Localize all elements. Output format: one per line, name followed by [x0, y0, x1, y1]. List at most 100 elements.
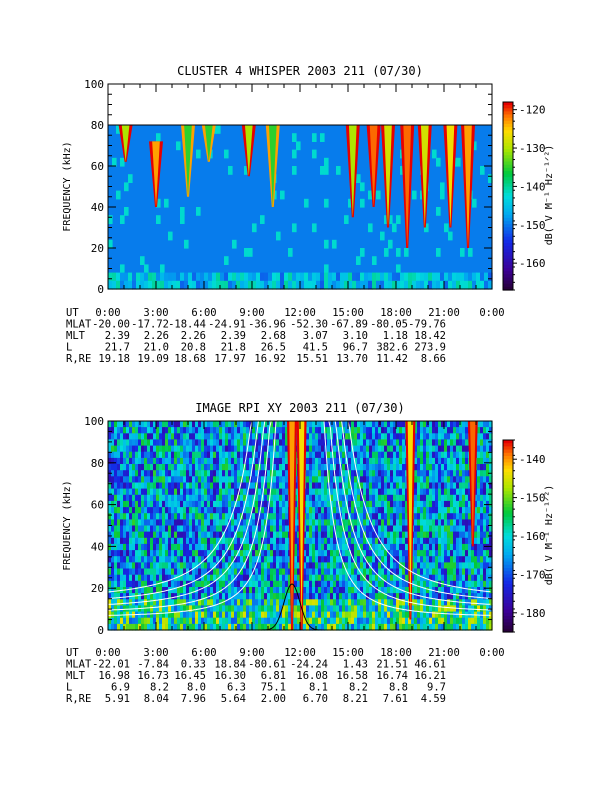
spectrogram-cell — [300, 272, 305, 282]
spectrogram-cell — [210, 580, 214, 588]
spectrogram-cell — [351, 543, 355, 551]
spectrogram-cell — [448, 231, 453, 241]
spectrogram-cell — [435, 611, 439, 619]
spectrogram-cell — [327, 421, 331, 428]
spectrogram-cell — [174, 513, 178, 520]
spectrogram-cell — [396, 457, 400, 465]
spectrogram-cell — [282, 543, 286, 551]
spectrogram-cell — [189, 537, 193, 545]
spectrogram-cell — [309, 439, 313, 447]
spectrogram-cell — [309, 574, 313, 582]
spectrogram-cell — [477, 476, 481, 483]
spectrogram-cell — [276, 550, 280, 557]
spectrogram-cell — [184, 239, 189, 249]
spectrogram-cell — [315, 457, 319, 465]
spectrogram-cell — [420, 421, 424, 428]
spectrogram-cell — [315, 574, 319, 582]
spectrogram-cell — [348, 605, 352, 613]
spectrogram-cell — [435, 507, 439, 514]
spectrogram-cell — [198, 494, 202, 502]
spectrogram-cell — [297, 599, 301, 606]
spectrogram-cell — [237, 476, 241, 483]
spectrogram-cell — [477, 525, 481, 533]
spectrogram-cell — [441, 470, 445, 477]
spectrogram-cell — [111, 562, 115, 570]
spectrogram-cell — [144, 513, 148, 520]
spectrogram-cell — [108, 451, 112, 459]
spectrogram-cell — [315, 482, 319, 490]
burst — [244, 125, 253, 177]
spectrogram-cell — [186, 470, 190, 477]
spectrogram-cell — [147, 494, 151, 502]
spectrogram-cell — [249, 611, 253, 619]
spectrogram-cell — [225, 537, 229, 545]
spectrogram-cell — [108, 531, 112, 539]
spectrogram-cell — [231, 494, 235, 502]
spectrogram-cell — [381, 433, 385, 440]
spectrogram-cell — [342, 556, 346, 563]
spectrogram-cell — [486, 587, 490, 594]
spectrogram-cell — [405, 617, 409, 625]
spectrogram-cell — [180, 482, 184, 490]
spectrogram-cell — [459, 574, 463, 582]
spectrogram-cell — [384, 531, 388, 539]
spectrogram-cell — [159, 574, 163, 582]
spectrogram-cell — [456, 457, 460, 465]
spectrogram-cell — [444, 593, 448, 600]
spectrogram-cell — [168, 421, 172, 428]
spectrogram-cell — [388, 280, 393, 290]
spectrogram-cell — [177, 623, 181, 631]
spectrogram-cell — [261, 550, 265, 557]
spectrogram-cell — [270, 580, 274, 588]
spectrogram-cell — [225, 488, 229, 496]
spectrogram-cell — [474, 556, 478, 563]
spectrogram-cell — [117, 623, 121, 631]
spectrogram-cell — [183, 476, 187, 483]
spectrogram-cell — [162, 500, 166, 508]
spectrogram-cell — [402, 550, 406, 557]
spectrogram-cell — [348, 587, 352, 594]
spectrogram-cell — [273, 605, 277, 613]
spectrogram-cell — [240, 574, 244, 582]
spectrogram-cell — [303, 543, 307, 551]
spectrogram-cell — [364, 272, 369, 282]
spectrogram-cell — [196, 149, 201, 159]
spectrogram-cell — [246, 562, 250, 570]
spectrogram-cell — [360, 611, 364, 619]
spectrogram-cell — [150, 574, 154, 582]
spectrogram-cell — [483, 550, 487, 557]
spectrogram-cell — [375, 488, 379, 496]
spectrogram-cell — [234, 599, 238, 606]
spectrogram-cell — [207, 543, 211, 551]
spectrogram-cell — [207, 513, 211, 520]
spectrogram-cell — [375, 421, 379, 428]
spectrogram-cell — [432, 519, 436, 527]
colorbar-cell — [503, 249, 513, 253]
spectrogram-cell — [126, 617, 130, 625]
spectrogram-cell — [393, 580, 397, 588]
spectrogram-cell — [387, 531, 391, 539]
spectrogram-cell — [234, 470, 238, 477]
colorbar-cell — [503, 264, 513, 269]
spectrogram-cell — [144, 519, 148, 527]
spectrogram-cell — [375, 427, 379, 434]
spectrogram-cell — [435, 433, 439, 440]
spectrogram-cell — [246, 470, 250, 477]
spectrogram-cell — [306, 543, 310, 551]
spectrogram-cell — [360, 507, 364, 514]
spectrogram-cell — [369, 605, 373, 613]
spectrogram-cell — [393, 574, 397, 582]
spectrogram-cell — [339, 574, 343, 582]
spectrogram-cell — [428, 272, 433, 282]
spectrogram-cell — [171, 599, 175, 606]
spectrogram-cell — [108, 617, 112, 625]
spectrogram-cell — [441, 587, 445, 594]
spectrogram-cell — [208, 272, 213, 282]
spectrogram-cell — [351, 599, 355, 606]
spectrogram-cell — [183, 611, 187, 619]
spectrogram-cell — [252, 464, 256, 471]
spectrogram-cell — [153, 464, 157, 471]
spectrogram-cell — [288, 593, 292, 600]
spectrogram-cell — [267, 562, 271, 570]
spectrogram-cell — [180, 439, 184, 447]
